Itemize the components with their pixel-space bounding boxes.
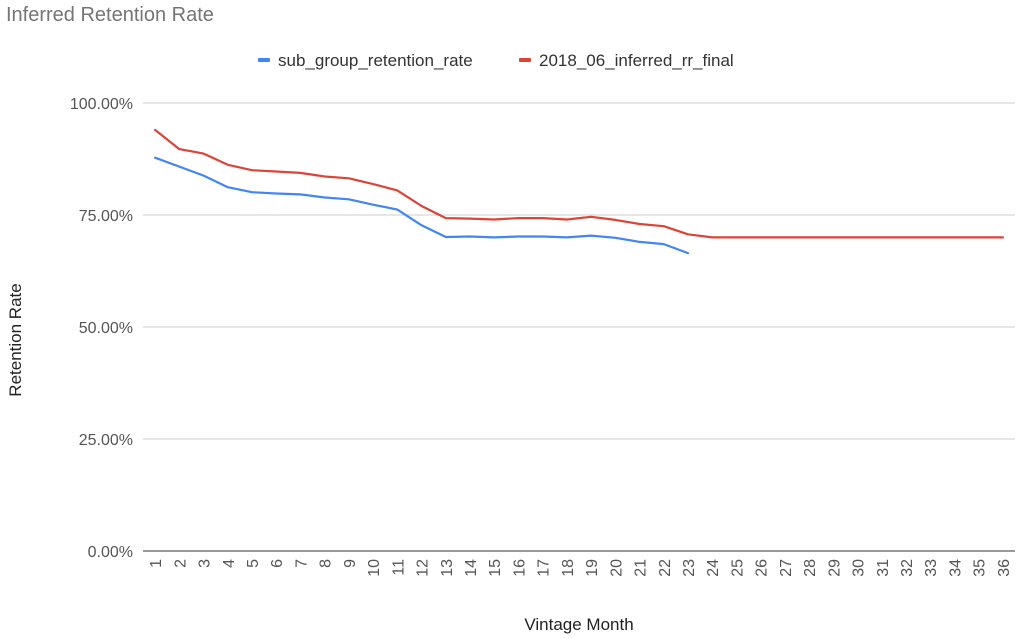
- x-tick-label: 17: [536, 559, 553, 577]
- x-tick-label: 15: [487, 559, 504, 577]
- x-tick-label: 11: [390, 559, 407, 576]
- x-tick-label: 31: [875, 559, 892, 577]
- series-2: [154, 128, 1004, 239]
- x-tick-label: 14: [463, 559, 480, 577]
- legend-label: 2018_06_inferred_rr_final: [539, 51, 734, 70]
- x-tick-label: 30: [851, 559, 868, 577]
- y-tick-label: 25.00%: [79, 432, 133, 449]
- x-tick-label: 5: [245, 559, 262, 568]
- x-tick-label: 36: [996, 559, 1013, 577]
- x-tick-label: 8: [318, 559, 335, 568]
- x-tick-label: 3: [197, 559, 214, 568]
- y-tick-label: 100.00%: [70, 96, 133, 113]
- series-line: [154, 128, 1004, 239]
- x-tick-label: 7: [293, 559, 310, 568]
- x-tick-label: 27: [778, 559, 795, 577]
- x-tick-label: 21: [633, 559, 650, 577]
- x-tick-label: 22: [657, 559, 674, 577]
- x-tick-label: 18: [560, 559, 577, 577]
- legend-item: 2018_06_inferred_rr_final: [519, 51, 734, 70]
- x-tick-label: 25: [729, 559, 746, 577]
- x-tick-label: 6: [269, 559, 286, 568]
- y-axis-title: Retention Rate: [6, 283, 25, 396]
- x-tick-label: 2: [172, 559, 189, 568]
- y-tick-labels: 0.00% 25.00% 50.00% 75.00% 100.00%: [70, 96, 133, 561]
- x-tick-label: 1: [148, 559, 165, 568]
- y-tick-label: 50.00%: [79, 320, 133, 337]
- x-tick-label: 19: [584, 559, 601, 577]
- y-tick-label: 0.00%: [88, 544, 133, 561]
- x-tick-label: 28: [802, 559, 819, 577]
- x-tick-label: 9: [342, 559, 359, 568]
- legend-label: sub_group_retention_rate: [278, 51, 473, 70]
- x-tick-label: 13: [439, 559, 456, 577]
- series-layer: [154, 128, 1004, 255]
- legend: sub_group_retention_rate 2018_06_inferred…: [258, 51, 734, 70]
- x-tick-label: 35: [972, 559, 989, 577]
- y-tick-label: 75.00%: [79, 208, 133, 225]
- x-tick-label: 24: [705, 559, 722, 577]
- x-axis-title: Vintage Month: [524, 615, 633, 634]
- legend-swatch: [258, 58, 270, 62]
- legend-item: sub_group_retention_rate: [258, 51, 473, 70]
- series-line: [154, 156, 690, 255]
- series-1: [154, 156, 690, 255]
- x-tick-label: 26: [754, 559, 771, 577]
- x-tick-label: 16: [511, 559, 528, 577]
- chart-title: Inferred Retention Rate: [6, 4, 214, 26]
- x-tick-label: 29: [826, 559, 843, 577]
- x-tick-label: 23: [681, 559, 698, 577]
- x-tick-label: 10: [366, 559, 383, 577]
- x-tick-label: 4: [221, 559, 238, 568]
- x-tick-label: 20: [608, 559, 625, 577]
- x-tick-label: 32: [899, 559, 916, 577]
- x-tick-label: 33: [923, 559, 940, 577]
- x-tick-labels: 1 2 3 4 5 6 7 8 9 10 11 12 13 14 15 16 17 18 19 20 21 22 23 24 2…: [148, 559, 1013, 577]
- x-tick-label: 12: [415, 559, 432, 577]
- x-tick-label: 34: [947, 559, 964, 577]
- gridlines: [143, 102, 1015, 552]
- legend-swatch: [519, 58, 531, 62]
